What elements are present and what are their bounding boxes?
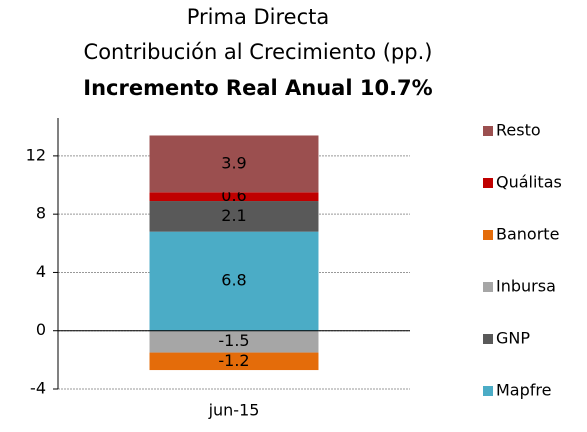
bar-segment [149,192,319,202]
legend-swatch [483,230,493,240]
legend-label: Resto [496,121,541,140]
legend-label: GNP [496,329,530,348]
bar-segment [149,201,319,232]
bar-segment [149,352,319,371]
legend-swatch [483,334,493,344]
chart-title: Prima Directa [187,5,330,29]
legend-label: Quálitas [496,173,562,192]
bar-segment [149,135,319,193]
data-label: -1.2 [218,351,249,370]
legend-label: Inbursa [496,277,556,296]
y-tick-label: 8 [36,204,46,223]
data-label: -1.5 [218,331,249,350]
bar-segment [149,231,319,331]
chart-title-bold: Incremento Real Anual 10.7% [83,76,432,100]
legend-label: Mapfre [496,381,551,400]
data-label: 6.8 [221,271,246,290]
data-label: 2.1 [221,206,246,225]
legend-label: Banorte [496,225,559,244]
data-label: 3.9 [221,153,246,172]
bar-segment [149,330,319,353]
legend-swatch [483,282,493,292]
y-tick-label: -4 [30,379,46,398]
legend-swatch [483,126,493,136]
y-tick-label: 12 [26,145,46,164]
y-tick-label: 0 [36,320,46,339]
y-tick-label: 4 [36,262,46,281]
x-tick-label: jun-15 [208,401,260,420]
chart-subtitle: Contribución al Crecimiento (pp.) [84,40,433,64]
legend-swatch [483,178,493,188]
legend-swatch [483,386,493,396]
